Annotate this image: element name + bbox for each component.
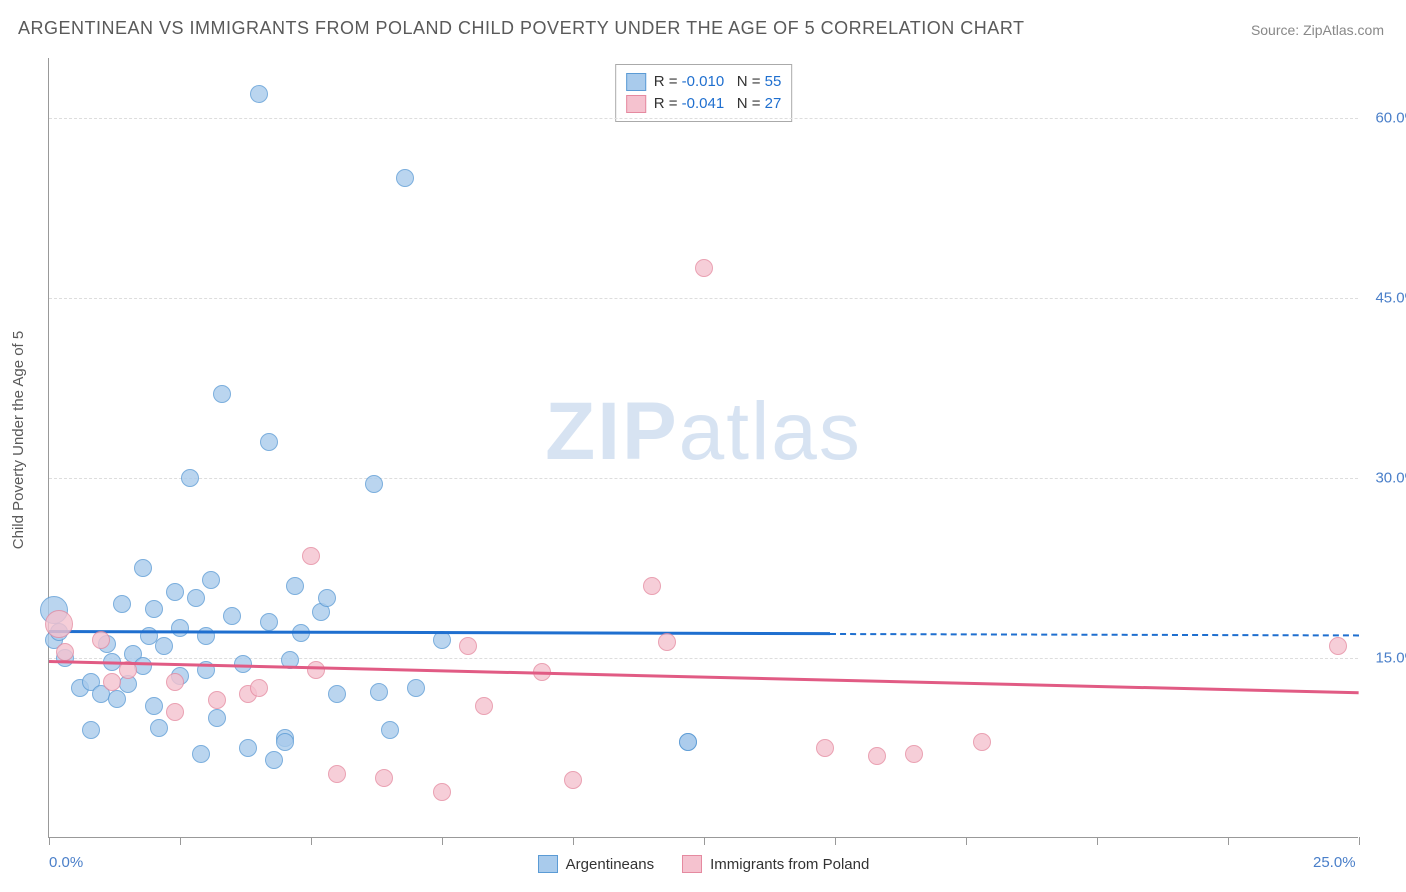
data-point (868, 747, 886, 765)
data-point (82, 721, 100, 739)
x-tick (966, 837, 967, 845)
data-point (265, 751, 283, 769)
legend-row: R = -0.010 N = 55 (626, 71, 782, 93)
y-tick-label: 45.0% (1375, 290, 1406, 307)
data-point (208, 709, 226, 727)
data-point (145, 697, 163, 715)
data-point (318, 589, 336, 607)
data-point (658, 633, 676, 651)
y-tick-label: 15.0% (1375, 650, 1406, 667)
source-label: Source: ZipAtlas.com (1251, 22, 1384, 38)
data-point (276, 733, 294, 751)
data-point (145, 600, 163, 618)
x-tick-label: 0.0% (49, 854, 83, 871)
data-point (155, 637, 173, 655)
data-point (103, 673, 121, 691)
data-point (92, 631, 110, 649)
scatter-plot: ZIPatlas R = -0.010 N = 55R = -0.041 N =… (48, 58, 1358, 838)
data-point (307, 661, 325, 679)
x-tick (442, 837, 443, 845)
legend-label: Immigrants from Poland (710, 856, 869, 873)
y-axis-title: Child Poverty Under the Age of 5 (10, 331, 27, 549)
x-tick (180, 837, 181, 845)
data-point (260, 433, 278, 451)
data-point (375, 769, 393, 787)
data-point (134, 657, 152, 675)
data-point (328, 685, 346, 703)
data-point (328, 765, 346, 783)
legend-item: Immigrants from Poland (682, 855, 869, 873)
legend-swatch (538, 855, 558, 873)
data-point (396, 169, 414, 187)
trend-line-extrapolated (830, 633, 1359, 636)
chart-title: ARGENTINEAN VS IMMIGRANTS FROM POLAND CH… (18, 18, 1024, 39)
data-point (56, 643, 74, 661)
data-point (286, 577, 304, 595)
data-point (250, 85, 268, 103)
data-point (166, 583, 184, 601)
x-tick-label: 25.0% (1313, 854, 1356, 871)
legend-row: R = -0.041 N = 27 (626, 93, 782, 115)
legend-swatch (626, 95, 646, 113)
data-point (459, 637, 477, 655)
y-tick-label: 30.0% (1375, 470, 1406, 487)
data-point (171, 619, 189, 637)
data-point (213, 385, 231, 403)
data-point (407, 679, 425, 697)
data-point (150, 719, 168, 737)
data-point (816, 739, 834, 757)
data-point (202, 571, 220, 589)
data-point (166, 703, 184, 721)
data-point (381, 721, 399, 739)
data-point (1329, 637, 1347, 655)
y-tick-label: 60.0% (1375, 110, 1406, 127)
data-point (113, 595, 131, 613)
watermark-zip: ZIP (545, 386, 679, 477)
data-point (564, 771, 582, 789)
legend-swatch (626, 73, 646, 91)
data-point (181, 469, 199, 487)
data-point (433, 631, 451, 649)
gridline (49, 478, 1358, 479)
data-point (302, 547, 320, 565)
x-tick (311, 837, 312, 845)
legend-swatch (682, 855, 702, 873)
data-point (905, 745, 923, 763)
legend-stats: R = -0.041 N = 27 (654, 93, 782, 115)
data-point (208, 691, 226, 709)
data-point (679, 733, 697, 751)
x-tick (1228, 837, 1229, 845)
data-point (643, 577, 661, 595)
x-tick (1359, 837, 1360, 845)
data-point (433, 783, 451, 801)
correlation-legend: R = -0.010 N = 55R = -0.041 N = 27 (615, 64, 793, 122)
data-point (695, 259, 713, 277)
data-point (134, 559, 152, 577)
data-point (45, 610, 73, 638)
data-point (250, 679, 268, 697)
x-tick (835, 837, 836, 845)
x-tick (49, 837, 50, 845)
legend-label: Argentineans (566, 856, 654, 873)
data-point (260, 613, 278, 631)
x-tick (1097, 837, 1098, 845)
watermark: ZIPatlas (545, 385, 862, 479)
gridline (49, 118, 1358, 119)
data-point (223, 607, 241, 625)
watermark-atlas: atlas (679, 386, 862, 477)
data-point (973, 733, 991, 751)
data-point (365, 475, 383, 493)
x-tick (573, 837, 574, 845)
legend-item: Argentineans (538, 855, 654, 873)
data-point (239, 739, 257, 757)
gridline (49, 298, 1358, 299)
data-point (370, 683, 388, 701)
data-point (187, 589, 205, 607)
data-point (166, 673, 184, 691)
series-legend: Argentineans Immigrants from Poland (49, 855, 1358, 873)
x-tick (704, 837, 705, 845)
data-point (475, 697, 493, 715)
data-point (192, 745, 210, 763)
legend-stats: R = -0.010 N = 55 (654, 71, 782, 93)
